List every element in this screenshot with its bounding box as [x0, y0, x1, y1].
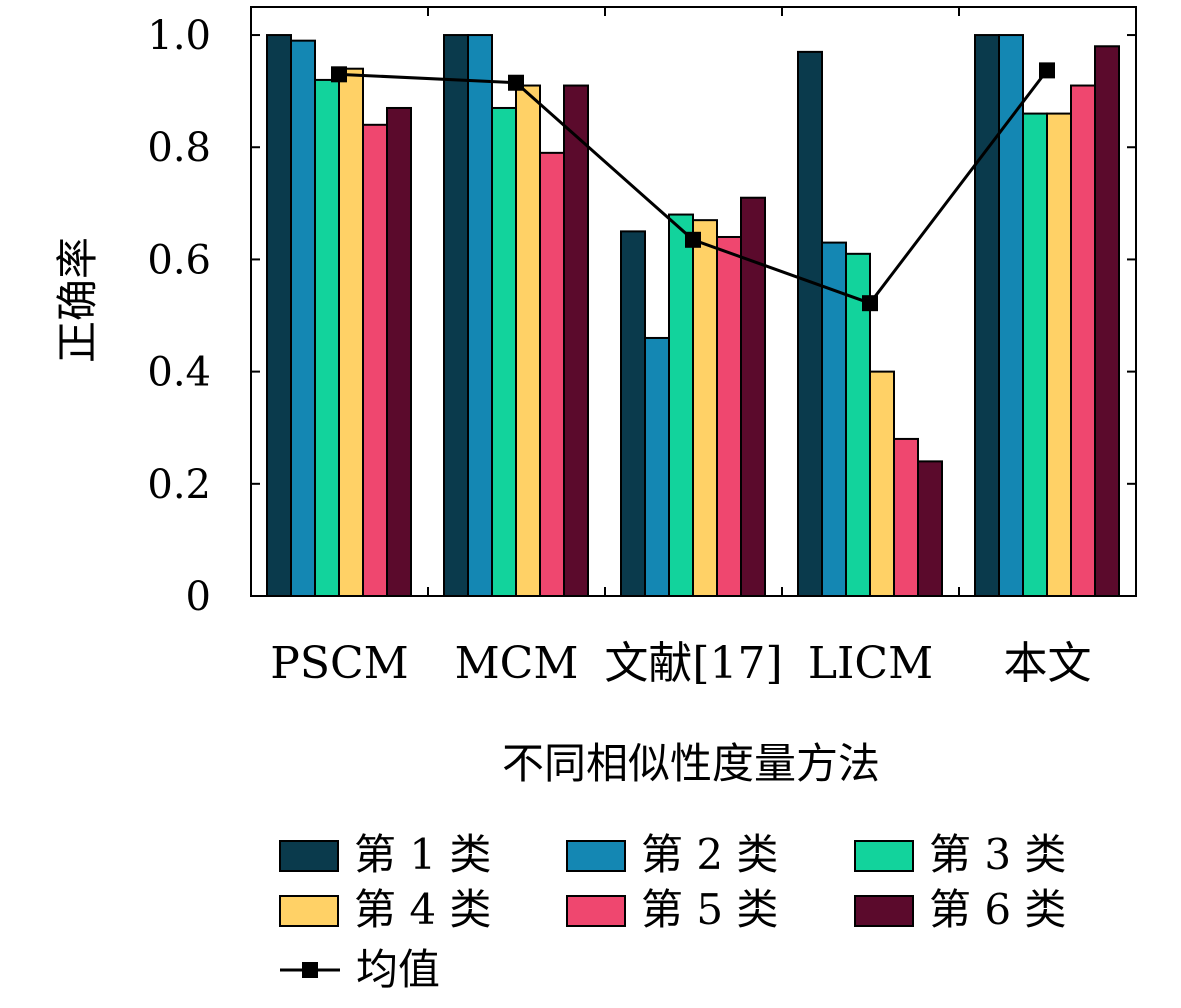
mean-marker	[331, 66, 347, 83]
y-tick-label: 0	[186, 574, 211, 620]
x-tick-label: PSCM	[270, 638, 408, 689]
bars-group	[266, 34, 1120, 598]
y-tick-label: 1.0	[147, 13, 211, 59]
legend-swatch	[566, 895, 626, 927]
legend-swatch	[854, 840, 914, 872]
legend-swatch	[279, 895, 339, 927]
x-tick-label: LICM	[808, 638, 933, 689]
bar	[644, 336, 670, 597]
bar	[491, 106, 517, 597]
bar	[1070, 84, 1096, 598]
legend-swatch	[279, 840, 339, 872]
x-tick-label: MCM	[455, 638, 579, 689]
bar	[515, 84, 541, 598]
bar	[443, 34, 469, 598]
legend-label: 第 6 类	[929, 885, 1066, 934]
legend-label: 均值	[356, 945, 440, 994]
legend-swatch	[854, 895, 914, 927]
bar	[893, 437, 919, 597]
plot-frame	[250, 6, 1137, 597]
mean-marker	[862, 295, 878, 312]
bar	[869, 370, 895, 597]
x-tick-label: 本文	[1004, 638, 1092, 689]
legend-marker-sample	[302, 962, 318, 978]
bar	[716, 235, 742, 597]
bar	[338, 67, 364, 597]
x-axis-label: 不同相似性度量方法	[502, 739, 880, 788]
legend-swatch	[566, 840, 626, 872]
legend-label: 第 2 类	[641, 830, 778, 879]
bar	[1022, 112, 1048, 597]
bar	[668, 213, 694, 598]
bar	[692, 219, 718, 598]
bar	[1046, 112, 1072, 597]
mean-marker	[685, 231, 701, 248]
bar	[266, 34, 292, 598]
bar	[821, 241, 847, 597]
y-axis-label: 正确率	[53, 237, 102, 363]
y-tick-label: 0.2	[147, 462, 211, 508]
legend: 第 1 类 第 2 类 第 3 类第 4 类 第 5 类 第 6 类均值	[279, 830, 1066, 994]
bar	[314, 78, 340, 597]
axis-ticks: 0 0.2 0.4 0.6 0.8 1.0 PSCM MCM 文献[17] LICM 本文	[147, 7, 1136, 689]
mean-marker	[508, 74, 524, 91]
bar	[1094, 45, 1120, 598]
y-tick-label: 0.6	[147, 237, 211, 283]
y-tick-label: 0.4	[147, 350, 211, 396]
legend-label: 第 5 类	[641, 885, 778, 934]
y-tick-label: 0.8	[147, 125, 211, 171]
bar	[797, 50, 823, 597]
bar	[563, 84, 589, 598]
bar	[539, 151, 565, 597]
legend-label: 第 1 类	[354, 830, 491, 879]
mean-line-group	[331, 62, 1055, 312]
bar	[917, 460, 943, 597]
mean-marker	[1039, 62, 1055, 79]
bar	[290, 39, 316, 597]
bar	[974, 34, 1000, 598]
legend-label: 第 4 类	[354, 885, 491, 934]
x-tick-label: 文献[17]	[604, 638, 782, 689]
bar	[362, 123, 388, 598]
bar	[620, 230, 646, 597]
bar	[467, 34, 493, 598]
bar	[386, 106, 412, 597]
legend-label: 第 3 类	[929, 830, 1066, 879]
